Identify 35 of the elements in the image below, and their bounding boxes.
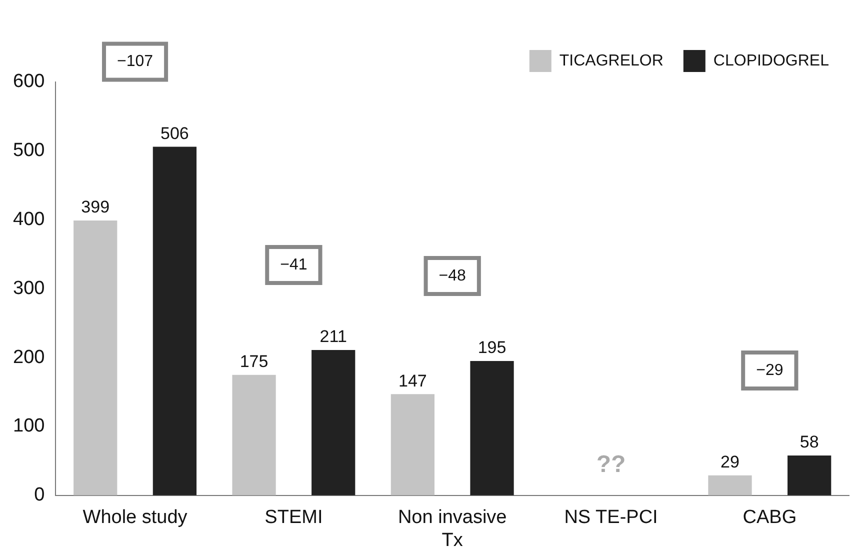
y-tick-label: 100 xyxy=(13,416,45,437)
y-tick-label: 400 xyxy=(13,209,45,230)
bar xyxy=(74,220,118,496)
legend-label: TICAGRELOR xyxy=(559,52,664,70)
text: −107 xyxy=(117,53,154,70)
data-label: 29 xyxy=(720,452,740,472)
y-tick-label: 0 xyxy=(34,484,45,506)
data-label: 506 xyxy=(160,124,189,143)
data-label: 58 xyxy=(800,432,819,452)
x-tick-label: CABG xyxy=(742,507,797,528)
y-tick-label: 600 xyxy=(13,71,45,92)
y-tick-label: 500 xyxy=(13,140,45,162)
y-tick-label: 300 xyxy=(13,278,45,299)
data-label: 211 xyxy=(320,327,347,346)
bar xyxy=(390,394,434,496)
bar xyxy=(708,475,752,496)
annotation: −29 xyxy=(756,362,784,379)
data-label: 195 xyxy=(478,338,506,358)
bar xyxy=(470,361,514,496)
bar xyxy=(232,374,276,496)
x-tick-label: Non invasive Tx xyxy=(398,507,507,551)
bar xyxy=(152,146,197,496)
data-label: 147 xyxy=(398,371,427,390)
bar xyxy=(788,455,832,496)
data-label: 399 xyxy=(81,198,110,217)
x-tick-label: Whole study xyxy=(82,507,188,528)
annotation: ?? xyxy=(596,451,626,478)
y-tick-label: 200 xyxy=(13,346,45,368)
bar xyxy=(312,350,356,496)
annotation: −41 xyxy=(280,256,308,274)
x-tick-label: STEMI xyxy=(264,507,323,528)
legend-label: CLOPIDOGREL xyxy=(713,52,830,70)
x-tick-label: NS TE-PCI xyxy=(564,507,658,528)
data-label: 175 xyxy=(240,352,268,372)
annotation: −48 xyxy=(438,267,466,284)
